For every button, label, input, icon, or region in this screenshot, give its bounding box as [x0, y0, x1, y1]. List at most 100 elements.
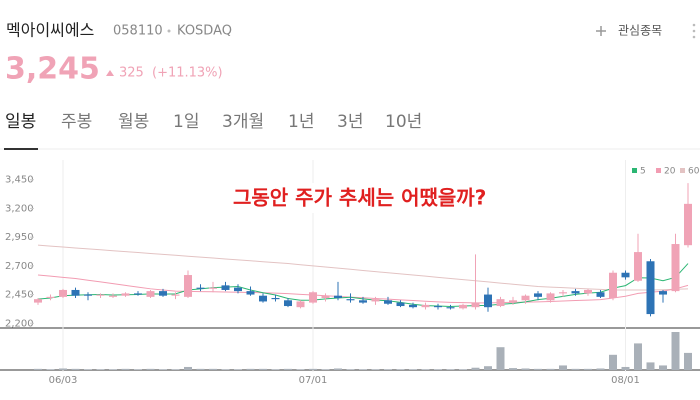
candle-body — [509, 300, 517, 303]
volume-bar — [684, 352, 692, 370]
candle-body — [221, 285, 230, 290]
menu-dot[interactable] — [692, 35, 696, 39]
tab[interactable]: 주봉 — [61, 112, 92, 132]
candle-body — [471, 302, 480, 308]
candle-body — [534, 293, 542, 297]
volume-bar — [109, 369, 117, 370]
tab[interactable]: 10년 — [385, 112, 422, 132]
tab[interactable]: 1년 — [288, 112, 314, 132]
volume-bar — [346, 369, 355, 370]
volume-bar — [559, 365, 567, 370]
candle-body — [371, 299, 380, 302]
candle-body — [546, 293, 555, 301]
volume-bar — [121, 368, 130, 370]
legend-swatch — [680, 168, 685, 173]
candle-body — [321, 295, 330, 298]
volume-bar — [234, 369, 242, 370]
candle-body — [646, 261, 655, 315]
volume-bar — [571, 368, 580, 370]
candle-body — [171, 294, 180, 296]
volume-bar — [284, 368, 292, 370]
candle-body — [159, 291, 167, 296]
volume-bar — [621, 366, 630, 370]
candle-body — [359, 300, 367, 303]
volume-bar — [434, 369, 442, 370]
candle-body — [196, 287, 205, 289]
tab[interactable]: 1일 — [173, 112, 199, 132]
volume-bar — [484, 366, 492, 370]
volume-bar — [396, 369, 405, 370]
y-tick-label: 2,950 — [5, 232, 34, 243]
volume-bar — [421, 369, 430, 370]
volume-bar — [96, 369, 105, 370]
plus-icon — [596, 26, 606, 36]
candle-body — [684, 203, 692, 246]
overlay-text: 그동안 주가 추세는 어땠을까? — [233, 186, 486, 210]
legend-swatch — [632, 168, 637, 173]
candle-body — [34, 299, 42, 303]
stock-name: 멕아이씨에스 — [6, 21, 94, 40]
candle-body — [109, 295, 117, 297]
volume-bar — [334, 368, 342, 370]
candle-body — [459, 304, 467, 309]
watch-button[interactable]: 관심종목 — [596, 24, 662, 38]
separator — [167, 29, 171, 33]
menu-dot[interactable] — [692, 23, 696, 27]
y-tick-label: 2,450 — [5, 290, 34, 301]
overlay-bg — [230, 183, 600, 213]
candle-body — [46, 296, 55, 298]
y-tick-label: 2,200 — [5, 318, 34, 329]
candle-body — [184, 275, 192, 297]
price: 3,245 — [5, 52, 100, 87]
candle-body — [59, 289, 67, 297]
volume-bar — [534, 368, 542, 370]
volume-bar — [84, 369, 92, 370]
volume-bar — [46, 369, 55, 370]
volume-bar — [246, 368, 255, 370]
tab[interactable]: 월봉 — [118, 112, 149, 132]
candle-body — [209, 287, 217, 289]
candle-body — [621, 272, 630, 278]
candle-body — [309, 292, 317, 303]
volume-bar — [509, 368, 517, 370]
volume-bar — [309, 368, 317, 370]
candle-body — [259, 295, 267, 302]
candle-body — [146, 291, 155, 297]
volume-bar — [671, 332, 680, 370]
candle-body — [396, 302, 405, 307]
tabs: 일봉 주봉 월봉 1일 3개월 1년 3년 10년 — [5, 112, 422, 132]
stock-code: 058110 — [113, 24, 163, 39]
legend-label: 60 — [688, 167, 700, 177]
candle-body — [484, 294, 492, 308]
x-tick-label: 06/03 — [49, 375, 78, 386]
candle-body — [409, 304, 417, 308]
market: KOSDAQ — [177, 24, 232, 39]
volume-bar — [634, 343, 642, 370]
volume-bar — [184, 366, 192, 370]
candle-body — [96, 294, 105, 296]
volume-bar — [609, 354, 617, 370]
candle-body — [421, 304, 430, 308]
watch-label[interactable]: 관심종목 — [618, 24, 662, 38]
tab[interactable]: 3년 — [337, 112, 363, 132]
volume-bar — [496, 347, 505, 370]
candle-body — [596, 292, 605, 297]
candle-body — [346, 299, 355, 301]
menu-dot[interactable] — [692, 29, 696, 33]
volume-bar — [171, 369, 180, 370]
candle-body — [84, 294, 92, 296]
volume-bar — [646, 362, 655, 370]
candle-body — [71, 289, 80, 296]
volume-bar — [546, 368, 555, 370]
candle-body — [671, 244, 680, 292]
volume-bar — [34, 368, 42, 370]
tab[interactable]: 3개월 — [222, 112, 264, 132]
volume-bar — [471, 367, 480, 370]
volume-bar — [409, 369, 417, 370]
volume-bar — [146, 368, 155, 370]
volume-bar — [59, 368, 67, 370]
candle-body — [496, 299, 505, 307]
tab[interactable]: 일봉 — [5, 112, 36, 132]
y-tick-label: 3,200 — [5, 203, 34, 214]
volume-bar — [159, 369, 167, 370]
